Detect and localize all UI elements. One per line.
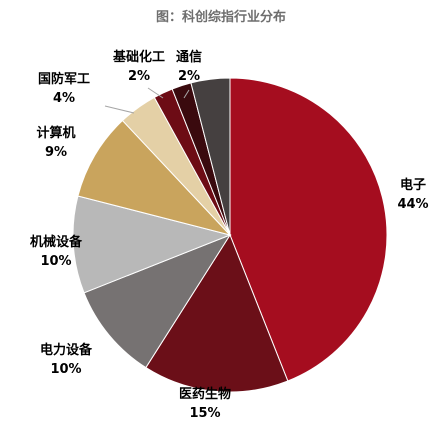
slice-label-value: 2%	[178, 69, 200, 84]
slice-label-name: 计算机	[36, 125, 75, 141]
slice-label-name: 医药生物	[179, 386, 231, 402]
slice-label-value: 44%	[397, 197, 428, 212]
slice-label-value: 4%	[53, 91, 75, 106]
pie-slice-other	[190, 77, 231, 236]
slice-label-value: 15%	[189, 406, 220, 421]
pie-slices	[72, 77, 388, 393]
pie-slice-医药生物	[145, 233, 289, 393]
slice-label-name: 电力设备	[40, 342, 93, 358]
slice-label-name: 国防军工	[38, 71, 90, 87]
slice-label-name: 通信	[176, 49, 202, 65]
pie-slice-机械设备	[72, 195, 232, 294]
leader-line	[183, 89, 190, 99]
leader-line	[147, 87, 164, 99]
pie-slice-电子	[229, 77, 388, 382]
slice-label-name: 机械设备	[30, 234, 83, 250]
slice-label-value: 10%	[40, 254, 71, 269]
slice-labels: 电子 44% 医药生物 15% 电力设备 10% 机械设备 10% 计算机 9% 国防军工 4% 基础化…	[30, 49, 429, 421]
slice-label-value: 2%	[128, 69, 150, 84]
leader-lines	[104, 87, 190, 114]
slice-label-name: 基础化工	[112, 49, 165, 65]
pie-slice-计算机	[77, 119, 232, 236]
leader-line	[104, 105, 135, 114]
chart-title: 图：科创综指行业分布	[155, 10, 286, 25]
slice-label-value: 9%	[45, 145, 67, 160]
pie-slice-电力设备	[83, 233, 232, 369]
slice-label-name: 电子	[400, 177, 426, 193]
slice-label-value: 10%	[50, 362, 81, 377]
